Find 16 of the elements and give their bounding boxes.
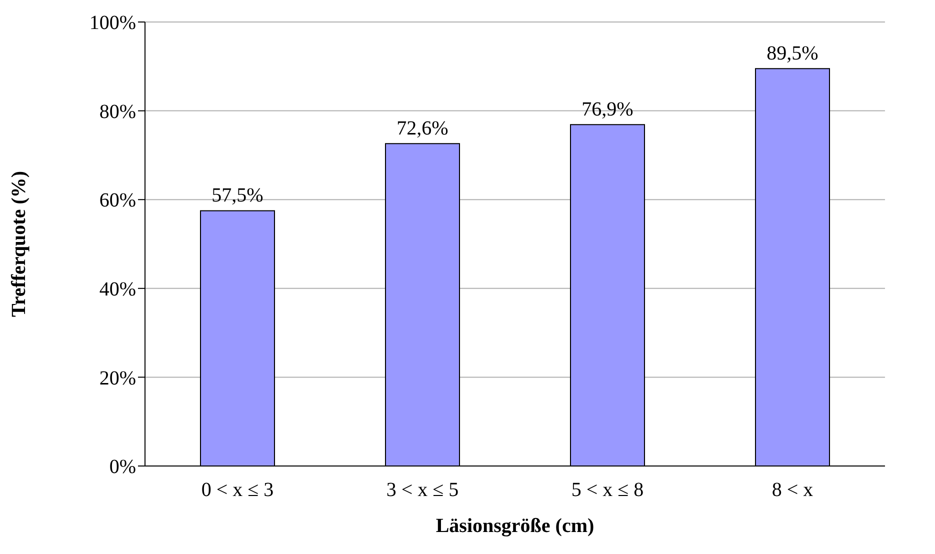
- data-label: 76,9%: [582, 98, 634, 121]
- data-label: 72,6%: [396, 118, 448, 140]
- data-label: 89,5%: [766, 42, 818, 65]
- x-axis-title: Läsionsgröße (cm): [436, 515, 594, 537]
- y-tick-label: 40%: [99, 278, 136, 300]
- x-tick-label: 0 < x ≤ 3: [201, 479, 274, 502]
- y-axis-title: Trefferquote (%): [8, 170, 30, 318]
- y-tick-label: 80%: [99, 100, 136, 123]
- x-tick-label: 5 < x ≤ 8: [571, 479, 644, 502]
- data-label: 57,5%: [212, 184, 264, 207]
- y-tick-label: 100%: [89, 12, 136, 34]
- x-tick-label: 8 < x: [772, 479, 814, 502]
- x-tick-label: 3 < x ≤ 5: [386, 479, 459, 502]
- y-tick-label: 0%: [109, 456, 136, 478]
- y-tick-label: 20%: [99, 367, 136, 390]
- y-tick-label: 60%: [99, 190, 136, 212]
